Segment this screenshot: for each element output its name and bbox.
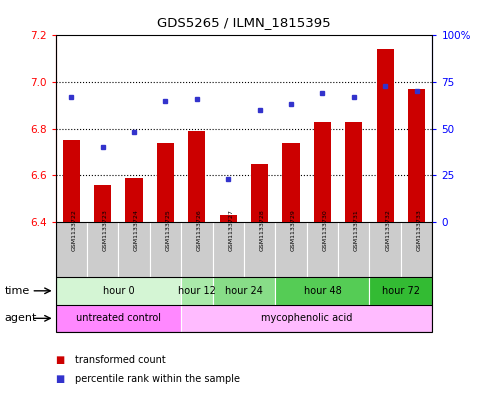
- Text: hour 48: hour 48: [303, 286, 341, 296]
- Bar: [56, 305, 181, 332]
- Bar: [56, 277, 181, 305]
- Text: GSM1133729: GSM1133729: [291, 209, 296, 251]
- Text: GSM1133723: GSM1133723: [103, 209, 108, 251]
- Text: GSM1133726: GSM1133726: [197, 209, 202, 251]
- Bar: [283, 143, 299, 222]
- Bar: [181, 305, 432, 332]
- Bar: [369, 222, 401, 277]
- Text: time: time: [5, 286, 30, 296]
- Text: GSM1133724: GSM1133724: [134, 209, 139, 251]
- Bar: [181, 222, 213, 277]
- Bar: [94, 185, 111, 222]
- Bar: [314, 122, 331, 222]
- Text: GSM1133725: GSM1133725: [165, 209, 170, 251]
- Text: GSM1133732: GSM1133732: [385, 209, 390, 251]
- Bar: [213, 222, 244, 277]
- Text: GSM1133731: GSM1133731: [354, 209, 359, 251]
- Bar: [307, 222, 338, 277]
- Bar: [377, 50, 394, 222]
- Bar: [188, 131, 205, 222]
- Bar: [63, 140, 80, 222]
- Text: agent: agent: [5, 313, 37, 323]
- Text: hour 0: hour 0: [102, 286, 134, 296]
- Bar: [338, 222, 369, 277]
- Text: GSM1133733: GSM1133733: [416, 209, 422, 251]
- Text: GDS5265 / ILMN_1815395: GDS5265 / ILMN_1815395: [157, 16, 331, 29]
- Text: mycophenolic acid: mycophenolic acid: [261, 313, 353, 323]
- Bar: [181, 277, 213, 305]
- Bar: [126, 178, 142, 222]
- Bar: [213, 277, 275, 305]
- Bar: [345, 122, 362, 222]
- Bar: [275, 222, 307, 277]
- Text: ■: ■: [56, 354, 68, 365]
- Text: GSM1133727: GSM1133727: [228, 209, 233, 251]
- Bar: [87, 222, 118, 277]
- Text: ■: ■: [56, 374, 68, 384]
- Bar: [150, 222, 181, 277]
- Bar: [275, 277, 369, 305]
- Bar: [251, 164, 268, 222]
- Text: hour 12: hour 12: [178, 286, 216, 296]
- Bar: [118, 222, 150, 277]
- Bar: [157, 143, 174, 222]
- Text: hour 72: hour 72: [382, 286, 420, 296]
- Text: GSM1133730: GSM1133730: [323, 209, 327, 251]
- Text: transformed count: transformed count: [75, 354, 166, 365]
- Text: untreated control: untreated control: [76, 313, 161, 323]
- Text: percentile rank within the sample: percentile rank within the sample: [75, 374, 240, 384]
- Text: hour 24: hour 24: [225, 286, 263, 296]
- Text: GSM1133722: GSM1133722: [71, 209, 76, 251]
- Text: GSM1133728: GSM1133728: [260, 209, 265, 251]
- Bar: [401, 222, 432, 277]
- Bar: [369, 277, 432, 305]
- Bar: [408, 89, 425, 222]
- Bar: [220, 215, 237, 222]
- Bar: [56, 222, 87, 277]
- Bar: [244, 222, 275, 277]
